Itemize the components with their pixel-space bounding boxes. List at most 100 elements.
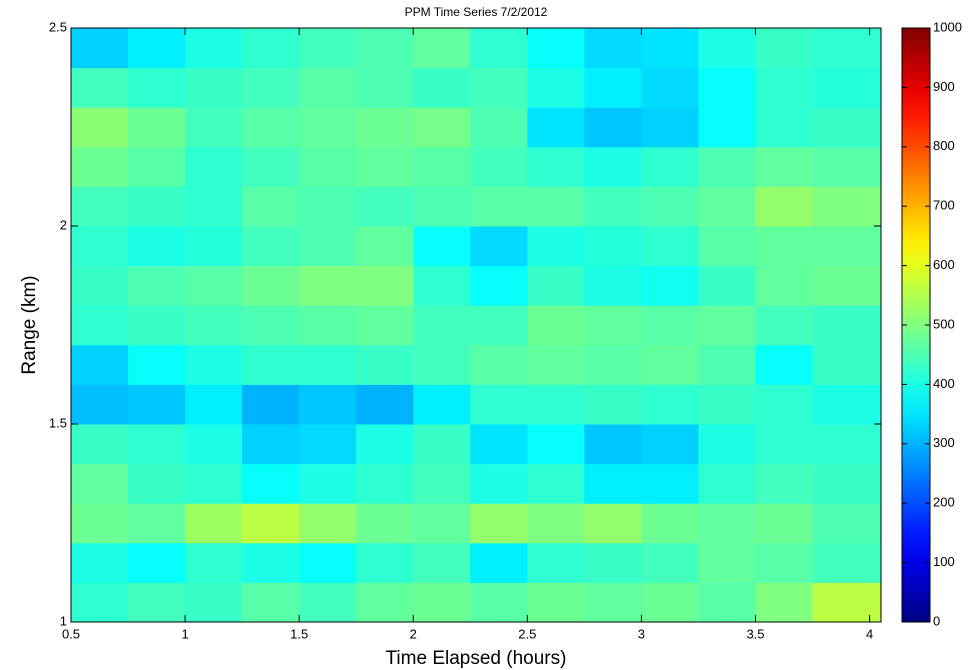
heat-cell: [299, 107, 357, 148]
heat-cell: [812, 503, 882, 544]
heat-cell: [356, 305, 414, 346]
heat-cell: [812, 107, 882, 148]
heat-cell: [470, 226, 528, 267]
heat-cell: [413, 265, 471, 306]
heat-cell: [413, 344, 471, 385]
heat-cell: [584, 107, 642, 148]
heat-cell: [242, 305, 300, 346]
plot-frame: [70, 27, 882, 623]
heat-cell: [185, 28, 243, 69]
heat-cell: [242, 344, 300, 385]
heat-cell: [128, 344, 186, 385]
heat-cell: [641, 107, 699, 148]
heat-cell: [185, 424, 243, 465]
heat-cell: [698, 146, 757, 187]
heat-cell: [299, 28, 357, 69]
colorbar-tick-label: 700: [933, 198, 955, 213]
heat-cell: [185, 226, 243, 267]
heat-cell: [413, 542, 471, 583]
heat-cell: [755, 265, 814, 306]
heat-cell: [299, 305, 357, 346]
heat-cell: [755, 463, 814, 504]
heat-cell: [527, 186, 585, 227]
y-axis-label: Range (km): [19, 275, 40, 374]
heat-cell: [242, 582, 300, 623]
heat-cell: [527, 305, 585, 346]
heat-cell: [71, 28, 129, 69]
heat-cell: [812, 463, 882, 504]
heat-cell: [128, 186, 186, 227]
x-tick-label: 4: [866, 626, 873, 641]
heat-cell: [242, 186, 300, 227]
heat-cell: [755, 107, 814, 148]
colorbar-tick-label: 400: [933, 376, 955, 391]
heat-cell: [755, 186, 814, 227]
heat-cell: [128, 226, 186, 267]
heat-cell: [356, 542, 414, 583]
heat-cell: [812, 305, 882, 346]
heat-cell: [299, 67, 357, 108]
heat-cell: [470, 542, 528, 583]
heat-cell: [698, 503, 757, 544]
heat-cell: [128, 384, 186, 425]
heat-cell: [356, 67, 414, 108]
heat-cell: [128, 107, 186, 148]
heat-cell: [641, 384, 699, 425]
heat-cell: [299, 146, 357, 187]
heat-cell: [71, 424, 129, 465]
heat-cell: [128, 67, 186, 108]
heat-cell: [242, 503, 300, 544]
heat-cell: [185, 384, 243, 425]
heat-cell: [527, 582, 585, 623]
heat-cell: [527, 146, 585, 187]
heat-cell: [413, 67, 471, 108]
heat-cell: [470, 107, 528, 148]
heat-cell: [128, 146, 186, 187]
heat-cell: [470, 67, 528, 108]
heat-cell: [755, 582, 814, 623]
chart-title: PPM Time Series 7/2/2012: [405, 5, 548, 19]
y-tick-label: 2: [60, 217, 67, 232]
colorbar-tick-label: 300: [933, 435, 955, 450]
heat-cell: [641, 28, 699, 69]
heat-cell: [584, 542, 642, 583]
x-tick-label: 3.5: [746, 626, 764, 641]
heat-cell: [185, 344, 243, 385]
heat-cell: [299, 344, 357, 385]
heat-cell: [698, 384, 757, 425]
heat-cell: [299, 226, 357, 267]
heat-cell: [242, 67, 300, 108]
heat-cell: [413, 503, 471, 544]
heat-cell: [413, 424, 471, 465]
heat-cell: [71, 226, 129, 267]
heat-cell: [128, 28, 186, 69]
x-tick-label: 2: [410, 626, 417, 641]
colorbar-tick-label: 800: [933, 138, 955, 153]
heat-cell: [584, 503, 642, 544]
x-tick-label: 0.5: [62, 626, 80, 641]
heat-cell: [755, 542, 814, 583]
heat-cell: [470, 503, 528, 544]
heat-cell: [641, 344, 699, 385]
heat-cell: [71, 542, 129, 583]
heat-cell: [584, 186, 642, 227]
heat-cell: [185, 265, 243, 306]
heat-cell: [128, 582, 186, 623]
heat-cell: [641, 265, 699, 306]
heat-cell: [413, 107, 471, 148]
x-axis-label: Time Elapsed (hours): [386, 648, 567, 669]
heat-cell: [299, 424, 357, 465]
heat-cell: [413, 582, 471, 623]
heat-cell: [128, 503, 186, 544]
heat-cell: [242, 28, 300, 69]
heat-cell: [527, 107, 585, 148]
heat-cell: [185, 186, 243, 227]
heat-cell: [527, 542, 585, 583]
heat-cell: [242, 384, 300, 425]
heat-cell: [185, 146, 243, 187]
heat-cell: [470, 146, 528, 187]
x-tick-label: 1.5: [290, 626, 308, 641]
heat-cell: [527, 463, 585, 504]
colorbar-tick-label: 0: [933, 613, 940, 628]
heat-cell: [584, 67, 642, 108]
